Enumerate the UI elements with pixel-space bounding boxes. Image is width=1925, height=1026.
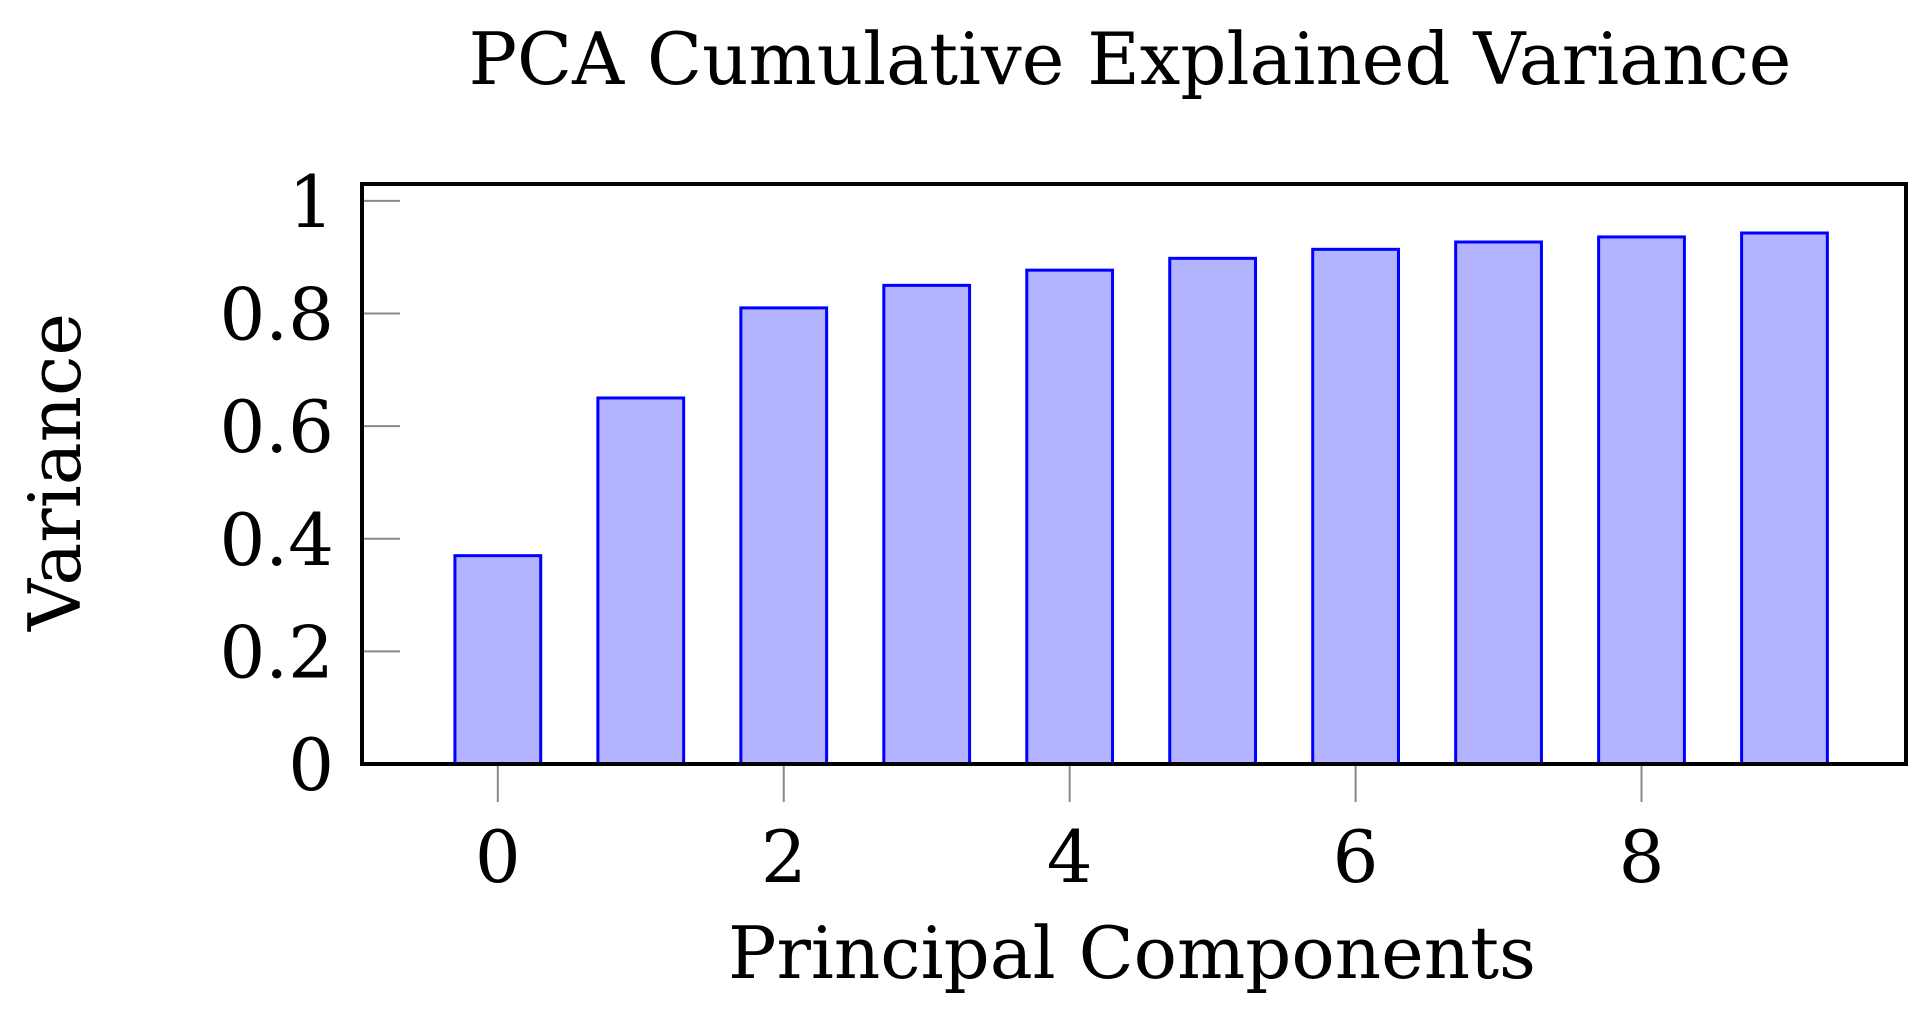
bar-6 (1311, 247, 1400, 766)
bar-4 (1025, 268, 1115, 766)
y-tick-label-3: 0.6 (219, 385, 334, 469)
y-tick-label-1: 0.2 (219, 610, 334, 694)
bar-8 (1597, 235, 1686, 766)
x-tick-label-0: 0 (475, 815, 521, 899)
plot-frame (360, 182, 1908, 766)
x-tick-label-2: 4 (1047, 815, 1093, 899)
y-axis-label: Variance (13, 313, 97, 632)
bar-5 (1168, 256, 1258, 766)
bar-1 (596, 396, 686, 766)
x-tick-label-1: 2 (761, 815, 807, 899)
x-tick-label-3: 6 (1333, 815, 1379, 899)
bar-2 (739, 306, 829, 766)
bar-3 (882, 283, 972, 766)
bars-layer (453, 231, 1829, 766)
bar-0 (453, 554, 543, 766)
x-axis-label: Principal Components (728, 911, 1536, 995)
chart-title: PCA Cumulative Explained Variance (469, 17, 1792, 101)
ticks-layer: 0 0.2 0.4 0.6 0.8 1 0 2 4 6 8 (219, 160, 1664, 899)
bar-9 (1740, 231, 1829, 766)
y-axis-label-group: Variance (13, 313, 97, 632)
y-tick-label-2: 0.4 (219, 498, 334, 582)
x-tick-label-4: 8 (1619, 815, 1665, 899)
bar-7 (1454, 240, 1543, 766)
y-tick-label-5: 1 (288, 160, 334, 244)
y-tick-label-4: 0.8 (219, 273, 334, 357)
y-tick-label-0: 0 (288, 723, 334, 807)
